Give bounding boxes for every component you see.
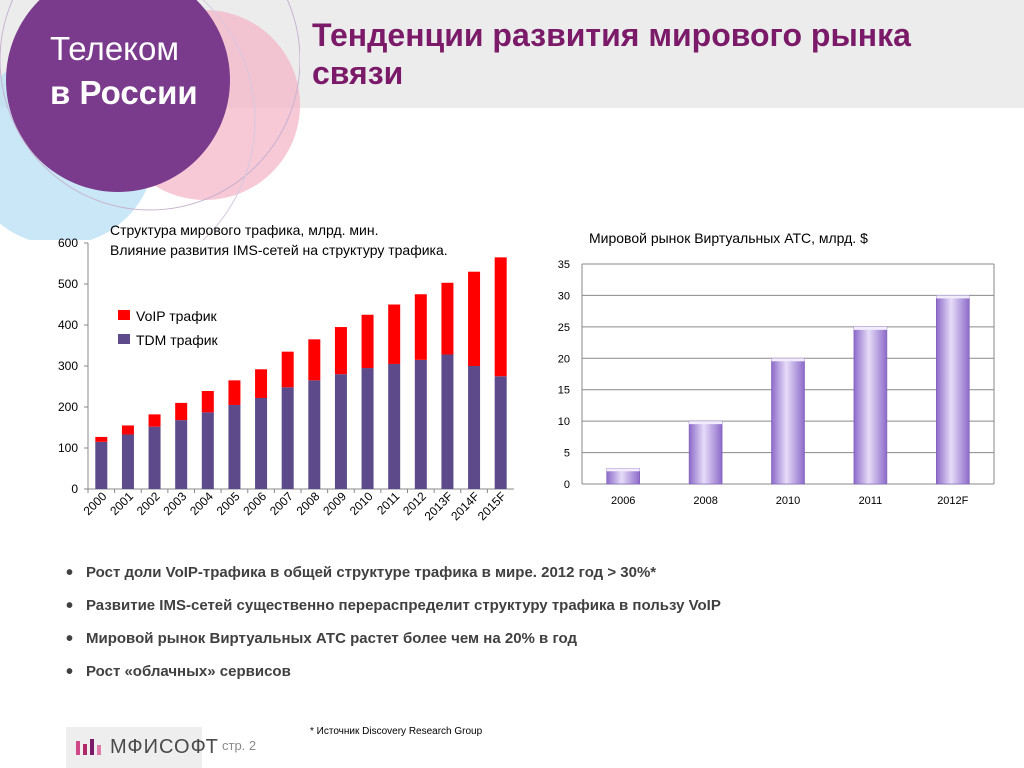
brand-line-2: в России: [50, 74, 198, 111]
y-tick-label: 35: [558, 259, 570, 271]
bar-voip: [414, 294, 427, 360]
pbx-bar-top: [936, 295, 970, 299]
bar-voip: [308, 339, 321, 381]
legend-tdm-swatch: [118, 334, 130, 344]
bar-voip: [468, 271, 481, 366]
x-tick-label: 2006: [611, 495, 635, 507]
y-tick-label: 200: [58, 400, 78, 414]
bar-tdm: [361, 368, 374, 489]
y-tick-label: 0: [71, 482, 78, 496]
bar-voip: [441, 282, 454, 355]
bar-tdm: [201, 412, 214, 489]
bullet-item: Рост «облачных» сервисов: [66, 659, 721, 692]
x-tick-label: 2011: [859, 495, 883, 507]
bar-voip: [121, 425, 134, 435]
bullet-item: Рост доли VoIP-трафика в общей структуре…: [66, 560, 721, 593]
bar-voip: [148, 414, 161, 427]
bar-tdm: [228, 404, 241, 489]
bar-tdm: [468, 366, 481, 489]
pbx-bar-top: [606, 468, 640, 472]
legend-tdm-label: TDM трафик: [136, 332, 219, 348]
bar-voip: [388, 304, 401, 364]
pbx-bar: [853, 326, 888, 485]
y-tick-label: 30: [558, 290, 570, 302]
legend-voip-swatch: [118, 310, 130, 320]
bar-voip: [281, 351, 294, 388]
bar-tdm: [255, 397, 268, 489]
y-tick-label: 300: [58, 359, 78, 373]
legend-voip-label: VoIP трафик: [136, 308, 218, 324]
slide-title: Тенденции развития мирового рынка связи: [312, 17, 911, 91]
bar-voip: [201, 391, 214, 413]
bullet-item: Мировой рынок Виртуальных АТС растет бол…: [66, 626, 721, 659]
y-tick-label: 100: [58, 441, 78, 455]
bullet-list: Рост доли VoIP-трафика в общей структуре…: [66, 560, 721, 692]
y-tick-label: 15: [558, 385, 570, 397]
bar-tdm: [121, 434, 134, 489]
bar-voip: [175, 402, 188, 421]
y-tick-label: 5: [564, 448, 570, 460]
traffic-chart: VoIP трафик TDM трафик 0 100 200 300 400 500 6…: [58, 236, 514, 523]
bar-tdm: [494, 376, 507, 489]
bar-tdm: [414, 359, 427, 489]
y-tick-label: 25: [558, 322, 570, 334]
x-tick-label: 2008: [693, 495, 717, 507]
bar-voip: [334, 327, 347, 375]
bar-tdm: [175, 420, 188, 489]
bar-voip: [494, 257, 507, 377]
traffic-chart-title: Структура мирового трафика, млрд. мин.: [110, 222, 379, 238]
bar-tdm: [334, 374, 347, 489]
x-tick-label: 2010: [776, 495, 800, 507]
y-tick-label: 600: [58, 236, 78, 250]
logo-mark-icon: [76, 739, 101, 755]
bar-voip: [255, 369, 268, 398]
bar-tdm: [281, 387, 294, 489]
pbx-bar-top: [771, 358, 805, 362]
logo-text: МФИСОФТ: [110, 736, 219, 758]
source-note: * Источник Discovery Research Group: [310, 726, 483, 737]
pbx-chart-title: Мировой рынок Виртуальных АТС, млрд. $: [589, 230, 868, 246]
pbx-bar-top: [689, 421, 723, 425]
bar-tdm: [308, 380, 321, 489]
y-tick-label: 20: [558, 353, 570, 365]
page-number: стр. 2: [222, 738, 257, 753]
bar-voip: [228, 380, 241, 405]
bar-tdm: [388, 363, 401, 489]
pbx-bar-top: [853, 326, 887, 330]
bar-tdm: [148, 426, 161, 489]
bar-tdm: [95, 441, 108, 489]
y-tick-label: 10: [558, 416, 570, 428]
y-tick-label: 500: [58, 277, 78, 291]
bar-voip: [361, 314, 374, 369]
bar-voip: [95, 436, 108, 442]
y-tick-label: 0: [564, 479, 570, 491]
pbx-chart: 0 5 10 15 20 25 30 35 2006 2008 2010 2011 2012F: [558, 259, 995, 507]
pbx-bar: [771, 357, 805, 485]
bullet-item: Развитие IMS-сетей существенно перераспр…: [66, 593, 721, 626]
company-logo: МФИСОФТ: [66, 727, 218, 768]
traffic-chart-subtitle: Влияние развития IMS-сетей на структуру …: [110, 242, 448, 258]
pbx-bar: [688, 420, 723, 485]
brand-line-1: Телеком: [50, 30, 180, 67]
bar-tdm: [441, 354, 454, 489]
decorative-circles: [0, 0, 300, 240]
x-tick-label: 2012F: [937, 495, 968, 507]
pbx-bar: [935, 295, 970, 485]
y-tick-label: 400: [58, 318, 78, 332]
